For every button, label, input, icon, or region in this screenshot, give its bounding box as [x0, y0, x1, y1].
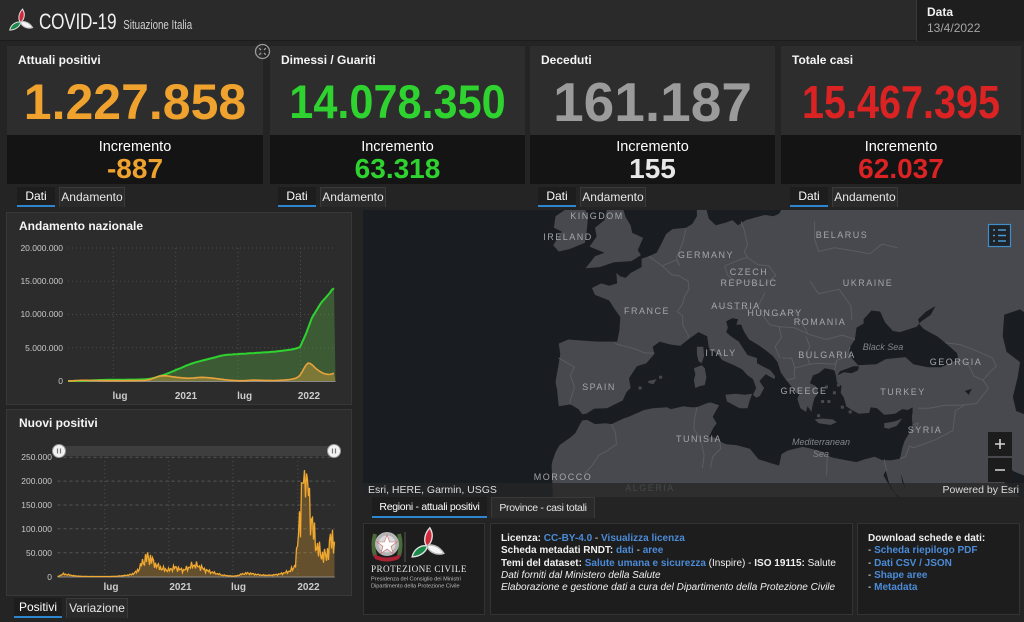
svg-text:10.000.000: 10.000.000 [20, 309, 63, 319]
svg-text:BELARUS: BELARUS [816, 230, 869, 240]
svg-text:PROTEZIONE CIVILE: PROTEZIONE CIVILE [371, 564, 467, 574]
svg-text:lug: lug [231, 582, 246, 593]
svg-text:MOROCCO: MOROCCO [534, 472, 593, 482]
svg-text:Sea: Sea [813, 449, 829, 459]
svg-text:lug: lug [237, 391, 252, 402]
svg-text:REPUBLIC: REPUBLIC [720, 278, 777, 288]
svg-text:250.000: 250.000 [21, 452, 52, 462]
svg-text:FRANCE: FRANCE [624, 306, 670, 316]
svg-text:BULGARIA: BULGARIA [798, 350, 856, 360]
svg-text:KINGDOM: KINGDOM [570, 211, 624, 221]
svg-text:2022: 2022 [298, 391, 321, 402]
svg-text:0: 0 [58, 376, 63, 386]
svg-text:50.000: 50.000 [26, 548, 52, 558]
svg-text:0: 0 [47, 572, 52, 582]
svg-text:TUNISIA: TUNISIA [676, 434, 722, 444]
svg-text:2021: 2021 [169, 582, 192, 593]
svg-text:IRELAND: IRELAND [543, 232, 593, 242]
svg-text:2021: 2021 [175, 391, 198, 402]
svg-text:Mediterranean: Mediterranean [792, 437, 850, 447]
svg-text:2022: 2022 [297, 582, 320, 593]
svg-text:15.000.000: 15.000.000 [20, 276, 63, 286]
svg-text:lug: lug [113, 391, 128, 402]
svg-text:Esri, HERE, Garmin, USGS: Esri, HERE, Garmin, USGS [368, 484, 497, 496]
svg-text:ROMANIA: ROMANIA [794, 317, 847, 327]
svg-text:AUSTRIA: AUSTRIA [711, 301, 761, 311]
svg-text:UKRAINE: UKRAINE [843, 278, 894, 288]
svg-text:ITALY: ITALY [705, 348, 736, 358]
svg-text:GEORGIA: GEORGIA [930, 357, 983, 367]
svg-text:CZECH: CZECH [730, 267, 769, 277]
svg-text:150.000: 150.000 [21, 500, 52, 510]
svg-text:100.000: 100.000 [21, 524, 52, 534]
svg-text:Dipartimento della Protezione: Dipartimento della Protezione Civile [371, 584, 460, 590]
svg-text:HUNGARY: HUNGARY [747, 308, 802, 318]
svg-text:lug: lug [104, 582, 119, 593]
svg-text:Black Sea: Black Sea [863, 342, 904, 352]
svg-text:Powered by Esri: Powered by Esri [943, 484, 1019, 496]
svg-text:GERMANY: GERMANY [678, 250, 734, 260]
svg-text:GREECE: GREECE [780, 386, 827, 396]
svg-text:5.000.000: 5.000.000 [25, 343, 63, 353]
svg-text:TURKEY: TURKEY [880, 387, 926, 397]
svg-text:SPAIN: SPAIN [582, 382, 616, 392]
svg-text:200.000: 200.000 [21, 476, 52, 486]
svg-text:SYRIA: SYRIA [908, 425, 943, 435]
svg-text:Presidenza del Consiglio dei M: Presidenza del Consiglio dei Ministri [371, 577, 461, 583]
svg-text:20.000.000: 20.000.000 [20, 243, 63, 253]
